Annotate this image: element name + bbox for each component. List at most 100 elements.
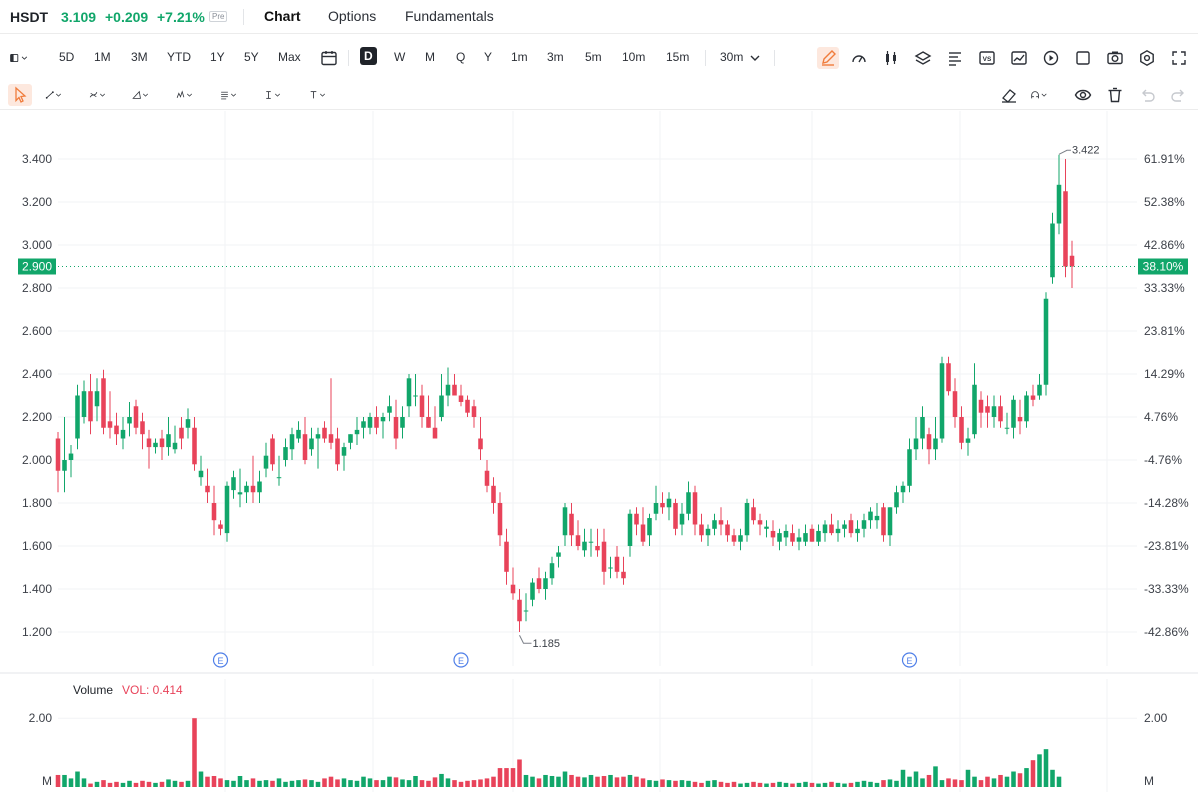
volume-bar (315, 781, 321, 787)
candle-body (224, 485, 230, 534)
candle-body (140, 421, 145, 435)
drawing-toolbar (0, 80, 1198, 110)
volume-bar (406, 780, 412, 787)
candle-body (335, 438, 340, 465)
candle-body (881, 507, 886, 536)
volume-bar (263, 780, 269, 787)
volume-bar (504, 768, 509, 787)
magnet-icon[interactable] (1030, 86, 1062, 104)
volume-bar (172, 780, 178, 787)
volume-bar (640, 778, 646, 787)
candle-body (445, 384, 451, 396)
volume-bar (198, 771, 204, 787)
replay-icon[interactable] (1042, 49, 1060, 67)
price-tick-label: 2.200 (22, 410, 52, 424)
candle-body (1050, 223, 1055, 278)
tab-options[interactable]: Options (328, 8, 377, 24)
volume-bar (309, 780, 314, 787)
volume-bar (848, 782, 854, 787)
interval-10m[interactable]: 10m (622, 50, 646, 64)
volume-bar (153, 782, 158, 787)
eye-icon[interactable] (1074, 86, 1092, 104)
text-align-icon[interactable] (946, 49, 964, 67)
layers-icon[interactable] (914, 49, 932, 67)
gauge-icon[interactable] (850, 49, 868, 67)
interval-15m[interactable]: 15m (666, 50, 690, 64)
price-chart[interactable]: 3.400 3.200 3.000 2.800 2.600 2.400 2.200 2.000… (0, 111, 1198, 792)
interval-m[interactable]: M (425, 50, 435, 64)
earnings-marker-icon (453, 652, 469, 668)
volume-bar (387, 776, 392, 787)
text-cursor-icon[interactable] (264, 86, 296, 104)
layout-panel-icon[interactable] (10, 49, 40, 67)
settings-icon[interactable] (1138, 49, 1156, 67)
volume-bar (842, 783, 847, 787)
square-icon[interactable] (1074, 49, 1092, 67)
candle-body (829, 524, 834, 534)
range-3m[interactable]: 3M (131, 50, 148, 64)
volume-bar (224, 780, 230, 787)
interval-dropdown[interactable]: 30m (720, 50, 744, 64)
curve-tool-icon[interactable] (89, 86, 121, 104)
volume-bar (946, 778, 951, 787)
text-tool-icon[interactable] (309, 86, 341, 104)
cursor-icon[interactable] (8, 84, 32, 106)
candle-body (627, 513, 633, 546)
candle-body (458, 395, 464, 402)
interval-q[interactable]: Q (456, 50, 466, 64)
candle-body (588, 541, 594, 543)
camera-icon[interactable] (1106, 49, 1124, 67)
fib-tool-icon[interactable] (220, 86, 252, 104)
volume-bar (770, 782, 776, 787)
interval-d[interactable]: D (360, 47, 377, 65)
pattern-tool-icon[interactable] (176, 86, 208, 104)
eraser-icon[interactable] (1000, 86, 1018, 104)
volume-bar (549, 775, 555, 787)
range-1m[interactable]: 1M (94, 50, 111, 64)
undo-icon[interactable] (1138, 86, 1156, 104)
range-max[interactable]: Max (278, 50, 301, 64)
candle-body (751, 507, 756, 521)
line-tool-icon[interactable] (45, 86, 77, 104)
pencil-icon[interactable] (817, 47, 839, 69)
range-5d[interactable]: 5D (59, 50, 75, 64)
fullscreen-icon[interactable] (1170, 49, 1188, 67)
range-5y[interactable]: 5Y (244, 50, 259, 64)
volume-bar (432, 777, 438, 787)
redo-icon[interactable] (1170, 86, 1188, 104)
volume-bar (744, 782, 750, 787)
earnings-marker-icon (901, 652, 918, 668)
candle-body (660, 503, 665, 508)
interval-y[interactable]: Y (484, 50, 493, 64)
range-1y[interactable]: 1Y (210, 50, 225, 64)
interval-3m[interactable]: 3m (547, 50, 564, 64)
interval-5m[interactable]: 5m (585, 50, 602, 64)
candle-body (198, 470, 204, 478)
candle-body (55, 438, 61, 471)
volume-bar (952, 779, 958, 787)
volume-bar (1024, 768, 1029, 787)
vs-icon[interactable]: VS (978, 49, 996, 67)
interval-w[interactable]: W (394, 50, 406, 64)
interval-1m[interactable]: 1m (511, 50, 528, 64)
trash-icon[interactable] (1106, 86, 1124, 104)
candle-body (218, 524, 223, 529)
candle-body (575, 535, 581, 546)
chart-canvas[interactable]: 3.400 3.200 3.000 2.800 2.600 2.400 2.200 2.000… (0, 111, 1198, 792)
range-ytd[interactable]: YTD (167, 50, 191, 64)
candles-icon[interactable] (882, 49, 900, 67)
candle-body (822, 524, 828, 534)
volume-bar (354, 780, 360, 787)
volume-bar (114, 781, 119, 787)
date-range-icon[interactable] (320, 49, 338, 67)
tab-chart[interactable]: Chart (264, 8, 301, 24)
chart-area-icon[interactable] (1010, 49, 1028, 67)
triangle-tool-icon[interactable] (132, 86, 164, 104)
tab-fundamentals[interactable]: Fundamentals (405, 8, 494, 24)
chevron-down-icon[interactable] (746, 49, 760, 67)
price-tick-label: 3.200 (22, 195, 52, 209)
volume-bar (426, 780, 431, 787)
candle-body (491, 485, 496, 503)
volume-tick-label: 2.00 (1144, 711, 1168, 725)
volume-bar (192, 718, 197, 787)
